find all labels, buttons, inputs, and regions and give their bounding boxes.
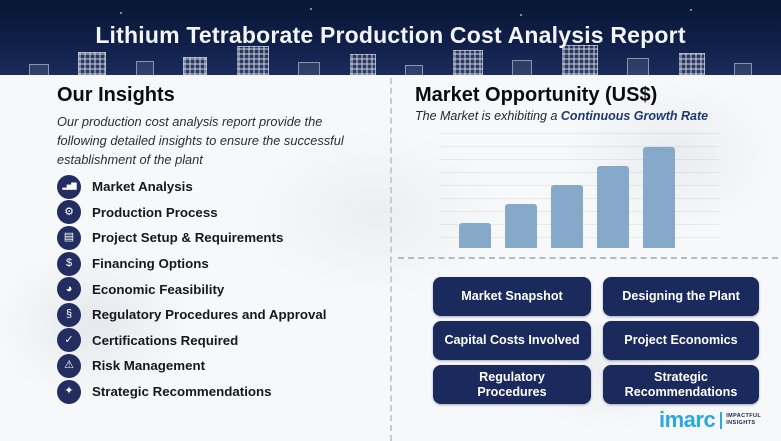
report-title: Lithium Tetraborate Production Cost Anal… [95, 22, 686, 48]
report-sections-grid: Market Snapshot Designing the Plant Capita… [433, 277, 759, 404]
economic-feasibility-pie-icon: ◕ [57, 277, 81, 302]
building-silhouette [349, 54, 376, 75]
chart-bar [459, 223, 491, 248]
insights-heading: Our Insights [57, 84, 175, 106]
market-analysis-chart-icon: ▂▅▇ [57, 174, 81, 199]
building-silhouette [678, 53, 705, 75]
insight-label: Financing Options [92, 256, 209, 272]
star-dot [520, 14, 522, 16]
insight-label: Economic Feasibility [92, 281, 225, 297]
insight-list-item: ✦ Strategic Recommendations [57, 379, 387, 405]
star-dot [690, 9, 692, 11]
logo-tagline: IMPACTFUL INSIGHTS [726, 413, 761, 427]
imarc-logo: imarc IMPACTFUL INSIGHTS [659, 409, 761, 431]
production-process-gear-icon: ⚙ [57, 200, 81, 225]
horizontal-dashed-divider [398, 257, 778, 259]
building-silhouette [78, 52, 107, 75]
insight-label: Certifications Required [92, 332, 239, 348]
insight-label: Regulatory Procedures and Approval [92, 307, 327, 323]
building-silhouette [627, 58, 650, 75]
chart-bar [597, 166, 629, 248]
banner: Lithium Tetraborate Production Cost Anal… [0, 0, 781, 75]
section-button[interactable]: Capital Costs Involved [433, 321, 591, 360]
insights-list: ▂▅▇ Market Analysis ⚙ Production Process ▤ Pr… [57, 174, 387, 404]
building-silhouette [452, 50, 483, 75]
insight-list-item: ◕ Economic Feasibility [57, 276, 387, 302]
imarc-wordmark: imarc [659, 407, 716, 432]
building-silhouette [561, 45, 598, 75]
chart-bar [643, 147, 675, 248]
building-silhouette [135, 61, 154, 75]
financing-coins-icon: $ [57, 251, 81, 276]
risk-warning-icon: ⚠ [57, 353, 81, 378]
insight-list-item: ⚙ Production Process [57, 200, 387, 226]
market-subtitle-highlight: Continuous Growth Rate [560, 109, 709, 123]
insight-list-item: $ Financing Options [57, 251, 387, 277]
insight-label: Market Analysis [92, 179, 193, 195]
regulatory-legal-icon: § [57, 302, 81, 327]
section-button[interactable]: Project Economics [603, 321, 759, 360]
insight-list-item: ✓ Certifications Required [57, 328, 387, 354]
building-silhouette [183, 57, 208, 75]
building-silhouette [28, 64, 49, 75]
growth-bar-chart [440, 133, 719, 248]
logo-tagline-line2: INSIGHTS [726, 420, 756, 426]
building-silhouette [236, 46, 269, 75]
section-button[interactable]: Regulatory Procedures [433, 365, 591, 404]
project-setup-document-icon: ▤ [57, 225, 81, 250]
market-subtitle: The Market is exhibiting a Continuous Gr… [415, 109, 708, 123]
building-silhouette [512, 60, 533, 75]
star-dot [310, 8, 312, 10]
certifications-check-icon: ✓ [57, 328, 81, 353]
insight-list-item: § Regulatory Procedures and Approval [57, 302, 387, 328]
vertical-dashed-divider [390, 78, 392, 441]
chart-bar [505, 204, 537, 248]
logo-divider-bar [720, 411, 723, 429]
city-skyline-graphic [0, 45, 781, 75]
insight-label: Production Process [92, 204, 218, 220]
insight-label: Strategic Recommendations [92, 384, 272, 400]
insight-list-item: ▤ Project Setup & Requirements [57, 225, 387, 251]
insight-label: Risk Management [92, 358, 206, 374]
strategy-idea-icon: ✦ [57, 379, 81, 404]
section-button[interactable]: Market Snapshot [433, 277, 591, 316]
building-silhouette [734, 63, 753, 75]
logo-tagline-line1: IMPACTFUL [726, 412, 762, 419]
insight-label: Project Setup & Requirements [92, 230, 284, 246]
star-dot [120, 12, 122, 14]
section-button[interactable]: Strategic Recommendations [603, 365, 759, 404]
insight-list-item: ⚠ Risk Management [57, 353, 387, 379]
chart-bar [551, 185, 583, 248]
market-subtitle-prefix: The Market is exhibiting a [415, 109, 561, 123]
market-opportunity-heading: Market Opportunity (US$) [415, 84, 658, 106]
insight-list-item: ▂▅▇ Market Analysis [57, 174, 387, 200]
section-button[interactable]: Designing the Plant [603, 277, 759, 316]
building-silhouette [405, 65, 424, 75]
insights-description: Our production cost analysis report prov… [57, 114, 344, 168]
building-silhouette [298, 62, 321, 75]
